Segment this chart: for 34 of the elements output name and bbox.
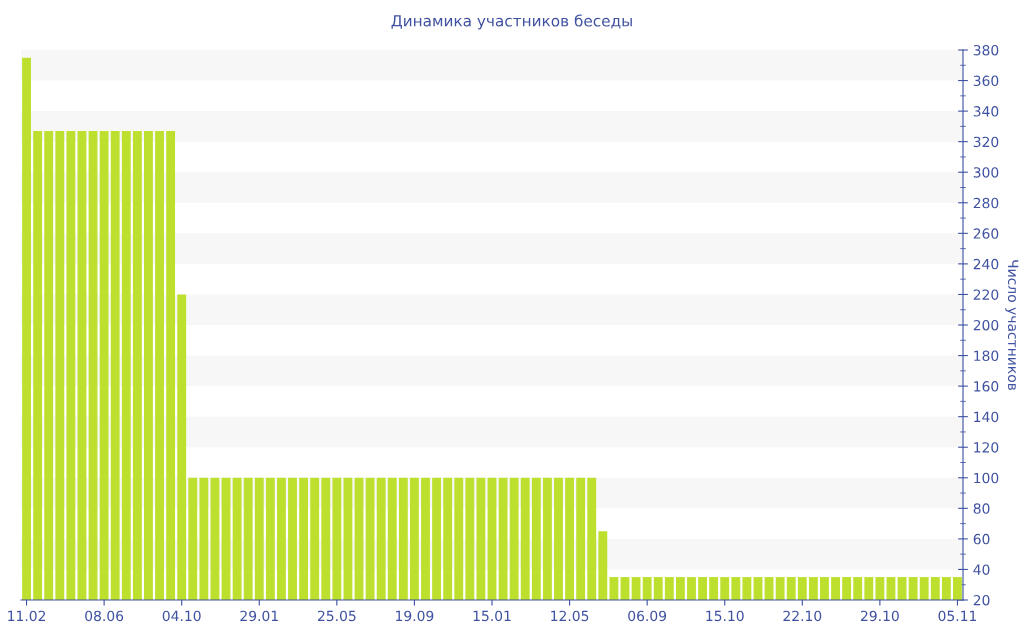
y-tick-label: 320 [973, 136, 999, 148]
x-tick-label: 06.09 [628, 610, 667, 622]
y-tick-label: 140 [974, 411, 999, 423]
x-tick-label: 05.11 [938, 610, 977, 622]
x-tick-label: 08.06 [85, 610, 124, 622]
y-tick-label: 80 [973, 503, 990, 514]
y-tick-label: 300 [973, 167, 999, 178]
y-tick-label: 40 [973, 564, 990, 575]
x-tick-label: 12.05 [551, 610, 589, 622]
chart-title: Динамика участников беседы [391, 14, 632, 30]
y-tick-label: 220 [973, 289, 999, 300]
y-tick-label: 380 [973, 44, 999, 56]
y-tick-label: 260 [973, 228, 999, 239]
x-tick-label: 04.10 [162, 610, 201, 622]
y-tick-label: 340 [973, 106, 999, 117]
x-tick-label: 29.01 [240, 610, 278, 622]
y-tick-label: 120 [974, 442, 999, 453]
x-tick-label: 15.01 [473, 610, 511, 622]
x-tick-label: 25.05 [317, 610, 356, 622]
y-tick-label: 200 [973, 319, 999, 331]
y-tick-label: 160 [974, 381, 999, 392]
x-tick-label: 15.10 [706, 610, 744, 622]
y-tick-label: 360 [973, 75, 999, 87]
y-tick-label: 280 [973, 197, 999, 209]
x-tick-label: 22.10 [783, 610, 822, 622]
x-tick-label: 29.10 [861, 610, 899, 622]
y-tick-label: 100 [974, 472, 999, 484]
x-tick-label: 19.09 [396, 610, 434, 622]
y-tick-label: 180 [974, 350, 999, 362]
y-axis-title: Число участников [1005, 260, 1019, 391]
y-tick-label: 240 [973, 258, 999, 270]
x-tick-label: 11.02 [8, 610, 46, 622]
y-tick-label: 20 [973, 594, 990, 606]
y-tick-label: 60 [973, 533, 990, 545]
